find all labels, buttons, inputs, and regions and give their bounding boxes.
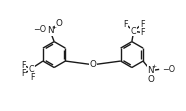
Text: +: + [151, 64, 157, 69]
Text: O: O [56, 19, 63, 28]
Text: F: F [30, 73, 35, 82]
Text: F: F [140, 20, 144, 29]
Text: F: F [21, 69, 26, 78]
Text: N: N [47, 26, 54, 35]
Text: O: O [90, 60, 96, 69]
Text: +: + [51, 25, 56, 30]
Text: F: F [21, 61, 26, 70]
Text: N: N [147, 66, 154, 75]
Text: F: F [123, 20, 128, 29]
Text: O: O [147, 75, 154, 84]
Text: F: F [141, 28, 145, 37]
Text: −O: −O [33, 25, 46, 35]
Text: C: C [29, 65, 34, 74]
Text: −O: −O [162, 65, 175, 74]
Text: C: C [131, 27, 137, 36]
